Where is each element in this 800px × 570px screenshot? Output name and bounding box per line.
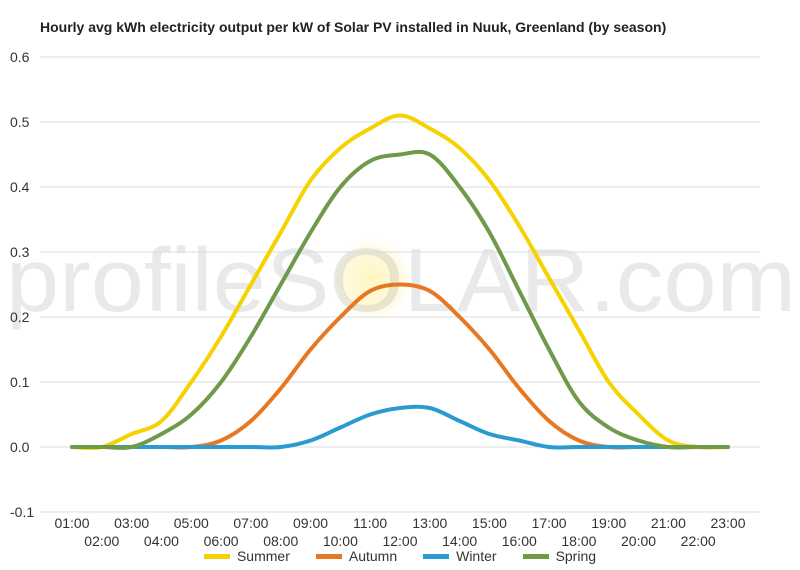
series-lines [70, 113, 730, 450]
legend-item-spring: Spring [522, 548, 597, 564]
y-tick-label: 0.5 [10, 114, 30, 130]
x-tick-label: 05:00 [174, 515, 209, 531]
legend-item-winter: Winter [423, 548, 497, 564]
y-tick-label: 0.3 [10, 244, 30, 260]
series-line-summer [70, 113, 730, 450]
legend-item-autumn: Autumn [315, 548, 398, 564]
legend-swatch [203, 553, 230, 559]
x-tick-label: 15:00 [472, 515, 507, 531]
x-tick-label: 12:00 [382, 533, 417, 549]
x-tick-label: 13:00 [412, 515, 447, 531]
series-line-spring [70, 149, 730, 450]
x-tick-label: 14:00 [442, 533, 477, 549]
x-tick-label: 16:00 [502, 533, 537, 549]
y-tick-label: 0.2 [10, 309, 30, 325]
x-tick-label: 02:00 [84, 533, 119, 549]
x-tick-label: 22:00 [681, 533, 716, 549]
x-tick-label: 04:00 [144, 533, 179, 549]
x-axis-ticks: 01:00 02:00 03:00 04:00 05:00 06:00 07:00 08:00… [54, 515, 745, 549]
x-tick-label: 19:00 [591, 515, 626, 531]
legend-label: Winter [456, 548, 497, 564]
x-tick-label: 06:00 [204, 533, 239, 549]
x-tick-label: 09:00 [293, 515, 328, 531]
x-tick-label: 17:00 [532, 515, 567, 531]
x-tick-label: 21:00 [651, 515, 686, 531]
legend-item-summer: Summer [203, 548, 290, 564]
series-line-winter [70, 404, 730, 450]
y-tick-label: -0.1 [10, 504, 34, 520]
legend-swatch [522, 553, 549, 559]
legend-label: Spring [555, 548, 597, 564]
y-tick-label: 0.4 [10, 179, 30, 195]
legend-label: Autumn [348, 548, 398, 564]
x-tick-label: 08:00 [263, 533, 298, 549]
x-tick-label: 10:00 [323, 533, 358, 549]
watermark: profileSOLAR.com [6, 231, 796, 331]
x-tick-label: 01:00 [54, 515, 89, 531]
chart-title: Hourly avg kWh electricity output per kW… [40, 19, 667, 35]
legend: Summer Autumn Winter Spring [0, 548, 800, 564]
y-tick-label: 0.6 [10, 49, 30, 65]
y-tick-label: 0.0 [10, 439, 30, 455]
y-axis-ticks: -0.1 0.0 0.1 0.2 0.3 0.4 0.5 0.6 [10, 49, 34, 520]
watermark-sun [330, 238, 414, 322]
legend-swatch [423, 553, 450, 559]
legend-label: Summer [236, 548, 290, 564]
x-tick-label: 11:00 [353, 515, 387, 531]
gridlines [40, 56, 760, 513]
x-tick-label: 07:00 [233, 515, 268, 531]
legend-swatch [315, 553, 342, 559]
x-tick-label: 20:00 [621, 533, 656, 549]
x-tick-label: 03:00 [114, 515, 149, 531]
x-tick-label: 23:00 [710, 515, 745, 531]
x-tick-label: 18:00 [561, 533, 596, 549]
y-tick-label: 0.1 [10, 374, 30, 390]
watermark-text: profileSOLAR.com [6, 231, 796, 331]
